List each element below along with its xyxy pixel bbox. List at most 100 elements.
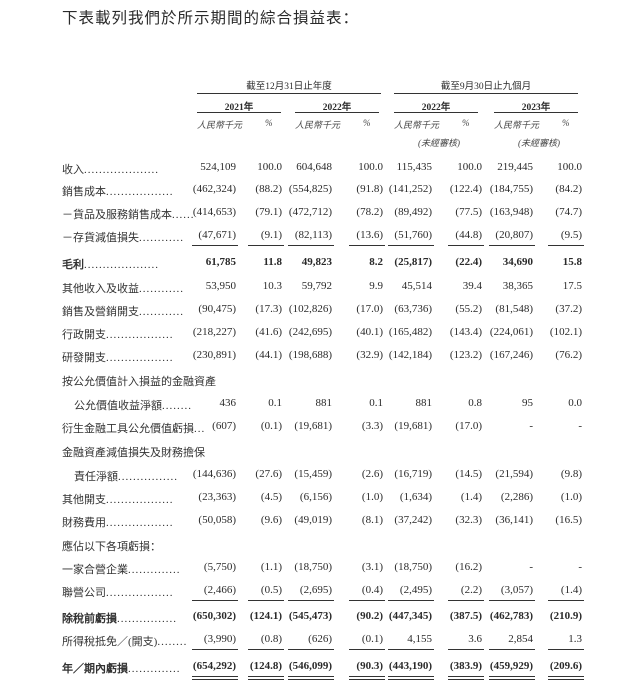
double-underline xyxy=(448,676,484,680)
amount-cell: (90,475) xyxy=(198,303,236,315)
unit-amount: 人民幣千元 xyxy=(295,120,341,130)
amount-cell: (23,363) xyxy=(198,491,236,503)
table-row: 毛利.................... 61,785 11.8 49,823 8.… xyxy=(0,256,640,276)
row-label: 責任淨額................ xyxy=(74,471,178,483)
underline xyxy=(489,600,535,601)
amount-cell: (443,190) xyxy=(388,660,432,672)
percent-cell: 100.0 xyxy=(257,161,282,173)
header-year: 2022年 xyxy=(322,103,352,113)
row-label: 所得稅抵免／(開支)........ xyxy=(62,636,188,648)
percent-cell: 0.1 xyxy=(369,397,383,409)
header-group-annual: 截至12月31日止年度 xyxy=(246,82,332,92)
double-underline xyxy=(489,676,535,680)
amount-cell: (20,807) xyxy=(495,229,533,241)
amount-cell: (37,242) xyxy=(394,514,432,526)
percent-cell: (32.3) xyxy=(455,514,482,526)
amount-cell: (447,345) xyxy=(388,610,432,622)
amount-cell: (142,184) xyxy=(388,349,432,361)
amount-cell: (198,688) xyxy=(288,349,332,361)
percent-cell: (124.1) xyxy=(249,610,282,622)
amount-cell: (18,750) xyxy=(294,561,332,573)
row-label: 其他收入及收益............ xyxy=(62,283,184,295)
amount-cell: 49,823 xyxy=(301,256,332,268)
underline xyxy=(288,600,334,601)
table-row: 按公允價值計入損益的金融資產 xyxy=(0,373,640,393)
percent-cell: (22.4) xyxy=(455,256,482,268)
amount-cell: (18,750) xyxy=(394,561,432,573)
table-row: 其他開支.................. (23,363) (4.5) (6,15… xyxy=(0,491,640,511)
percent-cell: 8.2 xyxy=(369,256,383,268)
underline xyxy=(448,245,484,246)
percent-cell: 1.3 xyxy=(568,633,582,645)
percent-cell: 9.9 xyxy=(369,280,383,292)
percent-cell: (9.6) xyxy=(260,514,282,526)
percent-cell: 0.8 xyxy=(468,397,482,409)
percent-cell: (91.8) xyxy=(356,183,383,195)
table-row: 年／期內虧損.............. (654,292) (124.8) (546… xyxy=(0,660,640,680)
percent-cell: (124.8) xyxy=(249,660,282,672)
table-row: 一家合營企業.............. (5,750) (1.1) (18,750)… xyxy=(0,561,640,581)
percent-cell: (4.5) xyxy=(260,491,282,503)
row-label: －存貨減值損失............ xyxy=(62,232,184,244)
percent-cell: (102.1) xyxy=(549,326,582,338)
underline xyxy=(548,600,584,601)
amount-cell: (3,990) xyxy=(203,633,236,645)
percent-cell: - xyxy=(578,561,582,573)
amount-cell: (82,113) xyxy=(294,229,332,241)
amount-cell: (218,227) xyxy=(192,326,236,338)
table-row: 其他收入及收益............ 53,950 10.3 59,792 9.9 45… xyxy=(0,280,640,300)
section-title: 下表載列我們於所示期間的綜合損益表： xyxy=(62,10,360,27)
underline xyxy=(548,245,584,246)
header-year: 2022年 xyxy=(421,103,451,113)
amount-cell: (165,482) xyxy=(388,326,432,338)
percent-cell: (55.2) xyxy=(455,303,482,315)
percent-cell: (1.4) xyxy=(560,584,582,596)
table-row: 責任淨額................ (144,636) (27.6) (15,4… xyxy=(0,468,640,488)
unit-percent: % xyxy=(562,118,570,128)
underline xyxy=(388,649,434,650)
percent-cell: 39.4 xyxy=(462,280,482,292)
percent-cell: (44.8) xyxy=(455,229,482,241)
percent-cell: (78.2) xyxy=(356,206,383,218)
percent-cell: (40.1) xyxy=(356,326,383,338)
amount-cell: (2,286) xyxy=(500,491,533,503)
amount-cell: (6,156) xyxy=(299,491,332,503)
percent-cell: (210.9) xyxy=(549,610,582,622)
amount-cell: 881 xyxy=(315,397,333,409)
divider xyxy=(394,112,478,113)
table-row: 衍生金融工具公允價值虧損... (607) (0.1) (19,681) (3.3) (1… xyxy=(0,420,640,440)
unit-amount: 人民幣千元 xyxy=(394,120,440,130)
amount-cell: (21,594) xyxy=(495,468,533,480)
percent-cell: (17.0) xyxy=(356,303,383,315)
percent-cell: (0.8) xyxy=(260,633,282,645)
amount-cell: 115,435 xyxy=(396,161,432,173)
amount-cell: 436 xyxy=(219,397,237,409)
amount-cell: (2,695) xyxy=(299,584,332,596)
amount-cell: 604,648 xyxy=(296,161,332,173)
divider xyxy=(494,112,578,113)
amount-cell: (167,246) xyxy=(489,349,533,361)
amount-cell: 45,514 xyxy=(401,280,432,292)
underline xyxy=(448,649,484,650)
amount-cell: 524,109 xyxy=(200,161,236,173)
amount-cell: (554,825) xyxy=(288,183,332,195)
percent-cell: 11.8 xyxy=(263,256,282,268)
amount-cell: (462,783) xyxy=(489,610,533,622)
percent-cell: (3.3) xyxy=(361,420,383,432)
underline xyxy=(349,600,385,601)
amount-cell: (81,548) xyxy=(495,303,533,315)
table-row: 銷售成本.................. (462,324) (88.2) (55… xyxy=(0,183,640,203)
unaudited-note: (未經審核) xyxy=(418,138,460,148)
table-row: 金融資產減值損失及財務擔保 xyxy=(0,444,640,464)
amount-cell: (626) xyxy=(308,633,332,645)
percent-cell: (122.4) xyxy=(449,183,482,195)
percent-cell: (90.3) xyxy=(356,660,383,672)
underline xyxy=(288,649,334,650)
amount-cell: (224,061) xyxy=(489,326,533,338)
percent-cell: 100.0 xyxy=(457,161,482,173)
amount-cell: (144,636) xyxy=(192,468,236,480)
row-label: 公允價值收益淨額........ xyxy=(74,400,192,412)
row-label: 財務費用.................. xyxy=(62,517,174,529)
percent-cell: (1.4) xyxy=(460,491,482,503)
percent-cell: (37.2) xyxy=(555,303,582,315)
